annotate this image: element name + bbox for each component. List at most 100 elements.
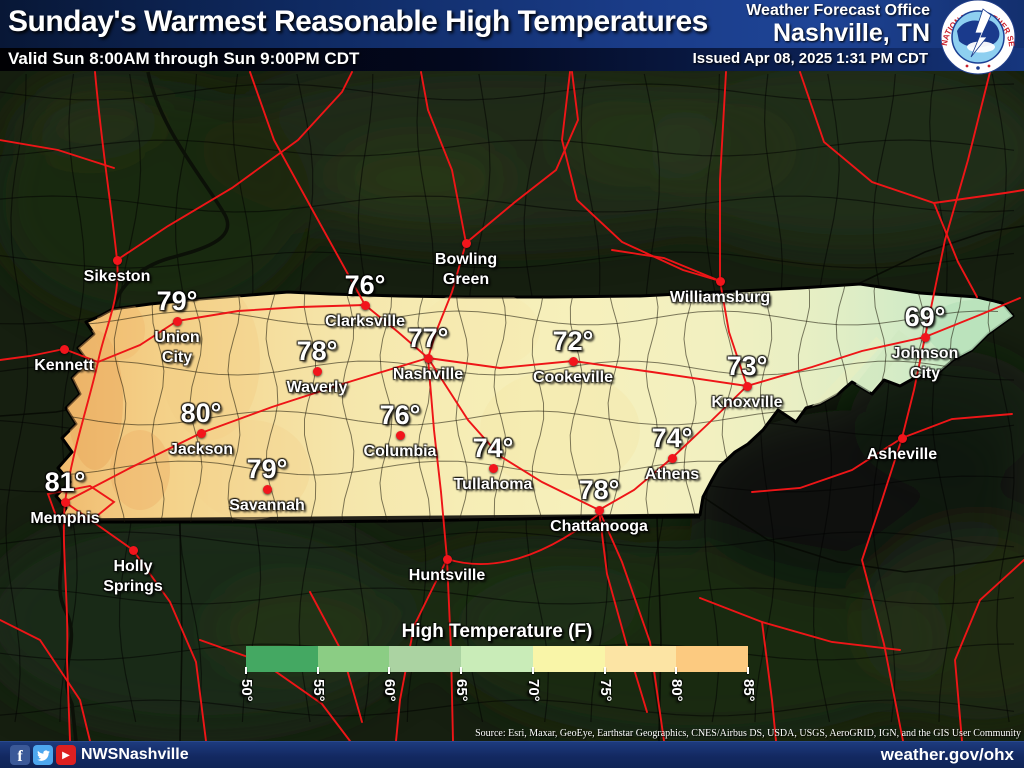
city-dot (461, 238, 471, 248)
city-dot (196, 428, 206, 438)
legend-ticks: 50° 55° 60° 65° 70° 75° 80° 85° (238, 667, 757, 720)
legend-tick-label: 60° (381, 679, 399, 702)
youtube-icon: ▶ (56, 745, 76, 765)
terrain-shading (0, 50, 1024, 740)
legend-tick-mark (531, 667, 534, 674)
city-label: Waverly (286, 379, 348, 396)
social-handle: NWSNashville (81, 746, 189, 763)
temperature-value: 76° (379, 400, 421, 430)
city-label: Knoxville (711, 394, 783, 411)
header-valid-band (0, 48, 1024, 71)
city-label: Johnson City (891, 345, 959, 383)
office-label: Weather Forecast Office (746, 2, 930, 19)
city-dot (897, 433, 907, 443)
city-label: Savannah (229, 497, 305, 514)
facebook-icon: f (10, 745, 30, 765)
city-dot (715, 276, 725, 286)
tennessee-shape (54, 282, 1015, 524)
legend-title: High Temperature (F) (401, 621, 593, 642)
city-dot (568, 356, 578, 366)
city-label: Athens (644, 466, 700, 483)
legend-tick-label: 85° (740, 679, 757, 702)
legend-tick-label: 75° (596, 679, 614, 702)
legend-color-segment (532, 646, 605, 672)
city-label: Union City (154, 329, 200, 367)
highways (0, 71, 1024, 742)
office-block: Weather Forecast Office Nashville, TN (746, 2, 930, 47)
legend-tick-label: 55° (309, 679, 327, 702)
office-name: Nashville, TN (773, 18, 930, 47)
city-label: Cookeville (532, 369, 614, 386)
tn-south-border (61, 513, 701, 524)
city-label: Bowling Green (434, 251, 498, 289)
city-label: Nashville (392, 366, 464, 383)
legend-tick-mark (747, 667, 749, 674)
page-title: Sunday's Warmest Reasonable High Tempera… (8, 5, 708, 38)
temperature-value: 81° (44, 467, 86, 497)
legend-color-segment (389, 646, 462, 672)
city-dot (920, 332, 930, 342)
city-dot (742, 381, 752, 391)
temperature-value: 69° (904, 302, 946, 332)
city-dot (60, 497, 70, 507)
temperature-value: 79° (156, 286, 198, 316)
temperature-value: 76° (344, 270, 386, 300)
issued-timestamp: Issued Apr 08, 2025 1:31 PM CDT (692, 50, 928, 67)
legend-tick-mark (316, 667, 319, 674)
city-label: Jackson (168, 441, 234, 458)
temperature-value: 74° (472, 433, 514, 463)
legend-bar (246, 646, 749, 672)
logo-lightning-bolt (970, 8, 992, 58)
city-label: Sikeston (83, 268, 151, 285)
city-dot (112, 255, 122, 265)
city-label: Holly Springs (103, 558, 163, 596)
legend-tick-label: 50° (238, 679, 255, 702)
city-label: Clarksville (324, 313, 406, 330)
legend-tick-mark (245, 667, 247, 674)
temperature-value: 78° (296, 336, 338, 366)
city-dot (423, 353, 433, 363)
temperature-value: 73° (726, 351, 768, 381)
legend-tick-mark (460, 667, 463, 674)
source-attribution: Source: Esri, Maxar, GeoEye, Earthstar G… (475, 728, 1021, 739)
city-dot (128, 545, 138, 555)
nws-logo: NATIONAL WEATHER SERVICE (937, 0, 1016, 75)
header-title-band (0, 0, 1024, 48)
city-dot (667, 453, 677, 463)
legend: High Temperature (F) 50° 55° 60° 65° 70° 75° 8… (238, 621, 757, 720)
valid-period-text: Valid Sun 8:00AM through Sun 9:00PM CDT (8, 49, 360, 68)
legend-color-segment (246, 646, 318, 672)
city-label: Williamsburg (669, 289, 771, 306)
website-url: weather.gov/ohx (880, 745, 1014, 764)
city-label: Kennett (34, 357, 94, 374)
city-label: Huntsville (408, 567, 486, 584)
legend-tick-label: 80° (668, 679, 686, 702)
city-dot (488, 463, 498, 473)
city-label: Chattanooga (550, 518, 648, 535)
legend-color-segment (317, 646, 390, 672)
legend-color-segment (461, 646, 533, 672)
city-dot (360, 300, 370, 310)
temperature-value: 80° (180, 398, 222, 428)
city-dot (262, 484, 272, 494)
temperature-value: 79° (246, 454, 288, 484)
city-dot (442, 554, 452, 564)
city-dot (312, 366, 322, 376)
logo-map-shape (957, 19, 1000, 48)
city-label: Tullahoma (453, 476, 533, 493)
city-label: Memphis (30, 510, 100, 527)
city-label: Asheville (866, 446, 938, 463)
temperature-value: 74° (651, 423, 693, 453)
temperature-value: 77° (407, 323, 449, 353)
city-dot (59, 344, 69, 354)
legend-tick-label: 65° (453, 679, 471, 702)
legend-tick-mark (675, 667, 678, 674)
city-dot (395, 430, 405, 440)
legend-color-segment (676, 646, 749, 672)
twitter-icon (33, 745, 53, 765)
footer-bar: f ▶ NWSNashville weather.gov/ohx (0, 741, 1024, 768)
legend-tick-mark (388, 667, 391, 674)
